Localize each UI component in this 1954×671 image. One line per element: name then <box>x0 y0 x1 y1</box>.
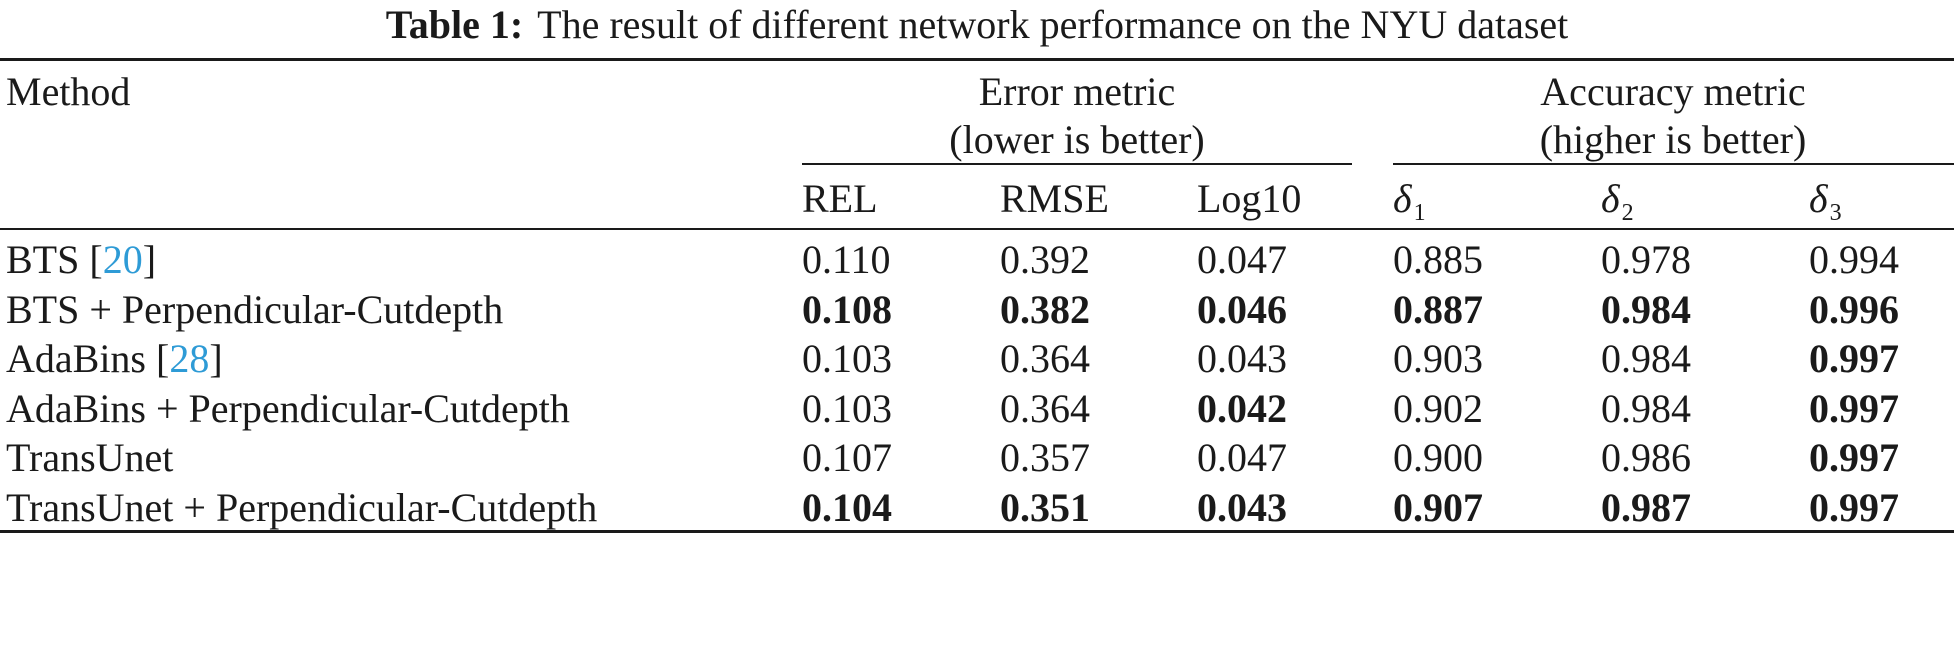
error-metric-line1: Error metric <box>978 69 1176 114</box>
table-cell: 0.364 <box>1000 336 1090 381</box>
method-name: TransUnet + Perpendicular-Cutdepth <box>6 484 598 530</box>
table-cell: 0.900 <box>1393 435 1483 480</box>
row-method: BTS + Perpendicular-Cutdepth <box>6 286 503 334</box>
method-name: AdaBins + Perpendicular-Cutdepth <box>6 385 570 431</box>
accuracy-metric-line2: (higher is better) <box>1539 117 1807 162</box>
delta-subscript: 2 <box>1621 200 1634 226</box>
table-cell: 0.357 <box>1000 435 1090 480</box>
row-method: TransUnet + Perpendicular-Cutdepth <box>6 484 597 532</box>
table-cell: 0.996 <box>1809 286 1899 332</box>
row-method: TransUnet <box>6 434 173 482</box>
delta-symbol: δ <box>1393 176 1412 221</box>
delta-subscript: 3 <box>1829 200 1842 226</box>
table-cell: 0.903 <box>1393 336 1483 381</box>
row-method: AdaBins [28] <box>6 335 223 383</box>
method-name: TransUnet <box>6 435 174 480</box>
citation-link[interactable]: 20 <box>102 237 143 282</box>
delta-subscript: 1 <box>1413 200 1426 226</box>
header-rule <box>0 228 1954 230</box>
table-cell: 0.986 <box>1601 435 1691 480</box>
error-group-rule <box>802 163 1352 165</box>
table-cell: 0.351 <box>1000 484 1090 530</box>
table-cell: 0.103 <box>802 336 892 381</box>
table-cell: 0.110 <box>802 237 891 282</box>
table-cell: 0.978 <box>1601 237 1691 282</box>
table-cell: 0.108 <box>802 286 892 332</box>
table-cell: 0.107 <box>802 435 892 480</box>
table-cell: 0.104 <box>802 484 892 530</box>
column-header-log10: Log10 <box>1197 176 1302 221</box>
column-header-delta3: δ3 <box>1809 175 1842 229</box>
row-method: BTS [20] <box>6 236 156 284</box>
table-cell: 0.043 <box>1197 336 1287 381</box>
table-cell: 0.997 <box>1809 336 1899 381</box>
method-header: Method <box>6 69 131 114</box>
table-cell: 0.987 <box>1601 484 1691 530</box>
table-cell: 0.902 <box>1393 385 1483 431</box>
column-header-rmse: RMSE <box>1000 176 1109 221</box>
table-cell: 0.984 <box>1601 336 1691 381</box>
method-name-end: ] <box>209 336 223 381</box>
caption-text: The result of different network performa… <box>537 2 1569 47</box>
table-cell: 0.382 <box>1000 286 1090 332</box>
method-name: AdaBins [ <box>6 336 170 381</box>
accuracy-metric-line1: Accuracy metric <box>1540 69 1806 114</box>
table-cell: 0.984 <box>1601 286 1691 332</box>
table-cell: 0.984 <box>1601 385 1691 431</box>
table-cell: 0.046 <box>1197 286 1287 332</box>
accuracy-metric-header: Accuracy metric (higher is better) <box>1393 68 1953 164</box>
table-caption: Table 1: The result of different network … <box>0 0 1954 56</box>
error-metric-line2: (lower is better) <box>949 117 1205 162</box>
table-cell: 0.364 <box>1000 385 1090 431</box>
table-cell: 0.907 <box>1393 484 1483 530</box>
table-cell: 0.997 <box>1809 385 1899 431</box>
table-cell: 0.392 <box>1000 237 1090 282</box>
table-cell: 0.043 <box>1197 484 1287 530</box>
column-header-delta1: δ1 <box>1393 175 1426 229</box>
bottom-rule <box>0 530 1954 533</box>
error-metric-header: Error metric (lower is better) <box>802 68 1352 164</box>
citation-link[interactable]: 28 <box>169 336 210 381</box>
table-cell: 0.994 <box>1809 237 1899 282</box>
method-name: BTS + Perpendicular-Cutdepth <box>6 286 504 332</box>
accuracy-group-rule <box>1393 163 1954 165</box>
caption-label: Table 1: <box>385 2 524 47</box>
method-name: BTS [ <box>6 237 103 282</box>
table-cell: 0.103 <box>802 385 892 431</box>
table-cell: 0.997 <box>1809 484 1899 530</box>
table-cell: 0.042 <box>1197 385 1287 431</box>
delta-symbol: δ <box>1809 176 1828 221</box>
table-cell: 0.887 <box>1393 286 1483 332</box>
table-cell: 0.047 <box>1197 435 1287 480</box>
column-header-rel: REL <box>802 176 878 221</box>
table-cell: 0.885 <box>1393 237 1483 282</box>
table-cell: 0.047 <box>1197 237 1287 282</box>
method-name-end: ] <box>142 237 157 282</box>
column-header-delta2: δ2 <box>1601 175 1634 229</box>
delta-symbol: δ <box>1601 176 1620 221</box>
top-rule <box>0 58 1954 61</box>
table-cell: 0.997 <box>1809 435 1899 480</box>
row-method: AdaBins + Perpendicular-Cutdepth <box>6 385 570 433</box>
